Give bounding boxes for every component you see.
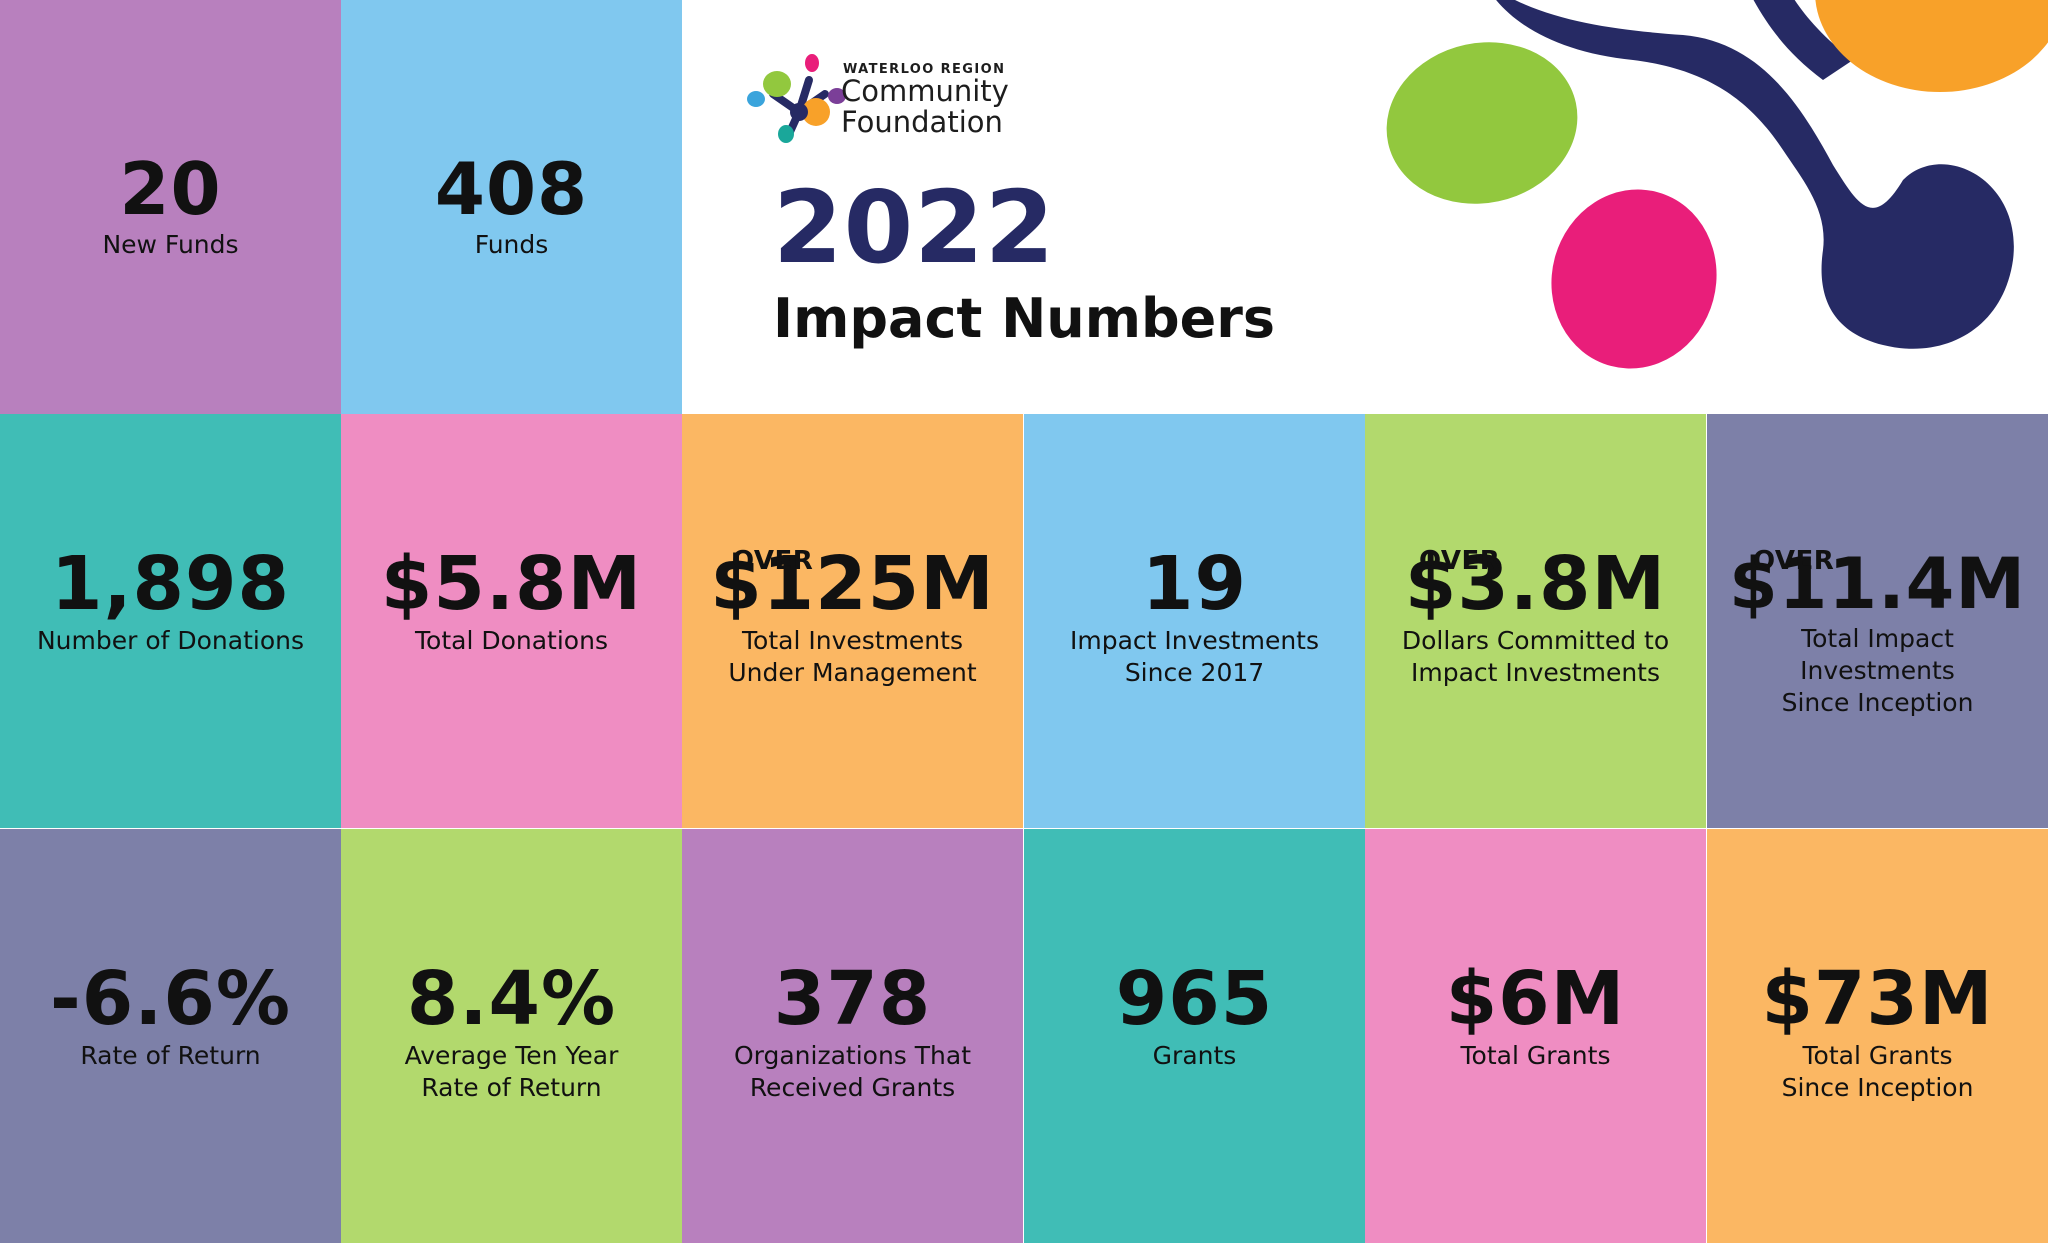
stat-value: $11.4M — [1728, 543, 2027, 625]
stat-label: Total Grants — [1460, 1041, 1611, 1070]
stat-tile-funds: 408 Funds — [341, 0, 682, 414]
over-prefix: OVER — [732, 546, 814, 576]
stat-label: Number of Donations — [36, 626, 305, 655]
stat-label: Total Investments Under Management — [728, 626, 977, 687]
stat-label: Grants — [1152, 1041, 1237, 1070]
stat-label: New Funds — [102, 230, 239, 259]
over-prefix: OVER — [1753, 546, 1835, 576]
stat-value: 20 — [119, 147, 222, 231]
stat-tile-grants: 965 Grants — [1024, 829, 1365, 1243]
stat-value: $3.8M — [1404, 541, 1667, 627]
stat-label: Impact Investments Since 2017 — [1069, 626, 1320, 687]
stat-label: Average Ten Year Rate of Return — [404, 1041, 619, 1102]
stat-value: 408 — [434, 147, 589, 231]
stat-value: 1,898 — [50, 541, 291, 627]
stat-tile-organizations: 378 Organizations That Received Grants — [682, 829, 1023, 1243]
stat-tile-ten-year-return: 8.4% Average Ten Year Rate of Return — [341, 829, 682, 1243]
page-title: Impact Numbers — [773, 287, 1276, 350]
report-year: 2022 — [773, 169, 1056, 286]
stat-tile-total-donations: $5.8M Total Donations — [341, 414, 682, 828]
stat-label: Dollars Committed to Impact Investments — [1401, 626, 1670, 687]
foundation-logo-icon — [747, 54, 846, 143]
stat-value: 378 — [773, 956, 932, 1042]
stat-value: $125M — [710, 541, 995, 627]
stat-tile-new-funds: 20 New Funds — [0, 0, 341, 414]
decorative-blobs-icon — [1386, 0, 2048, 369]
logo-name-text: Community Foundation — [841, 74, 1009, 139]
stat-value: -6.6% — [50, 956, 291, 1042]
header-panel: WATERLOO REGION Community Foundation 202… — [683, 0, 2048, 414]
stat-tile-total-grants-since-inception: $73M Total Grants Since Inception — [1707, 829, 2048, 1243]
stat-value: 8.4% — [406, 956, 617, 1042]
stat-tile-rate-of-return: -6.6% Rate of Return — [0, 829, 341, 1243]
logo-region-text: WATERLOO REGION — [843, 62, 1006, 77]
stat-value: 965 — [1115, 956, 1274, 1042]
stat-label: Total Grants Since Inception — [1781, 1041, 1974, 1102]
stat-label: Rate of Return — [80, 1041, 261, 1070]
stat-value: 19 — [1142, 541, 1247, 627]
stat-tile-dollars-committed: OVER $3.8M Dollars Committed to Impact I… — [1365, 414, 1706, 828]
stat-label: Total Impact Investments Since Inception — [1781, 624, 1974, 717]
stat-value: $73M — [1761, 956, 1994, 1042]
stat-tile-total-impact-investments: OVER $11.4M Total Impact Investments Sin… — [1707, 414, 2048, 828]
stat-value: $5.8M — [380, 541, 643, 627]
stat-tile-total-grants: $6M Total Grants — [1365, 829, 1706, 1243]
over-prefix: OVER — [1419, 546, 1501, 576]
stat-tile-number-of-donations: 1,898 Number of Donations — [0, 414, 341, 828]
stat-label: Total Donations — [415, 626, 608, 655]
stat-tile-total-investments: OVER $125M Total Investments Under Manag… — [682, 414, 1023, 828]
stat-label: Organizations That Received Grants — [733, 1041, 972, 1102]
stat-label: Funds — [474, 230, 549, 259]
stat-tile-impact-investments: 19 Impact Investments Since 2017 — [1024, 414, 1365, 828]
stat-value: $6M — [1445, 956, 1626, 1042]
